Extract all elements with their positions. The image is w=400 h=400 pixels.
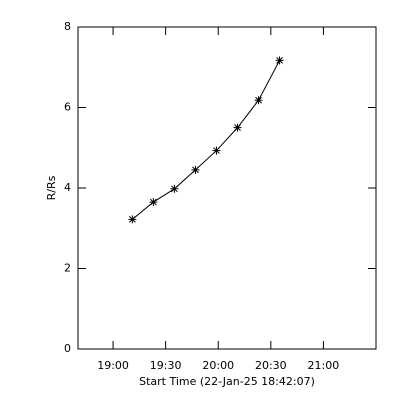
y-tick-label: 4 bbox=[64, 181, 71, 194]
point-marker bbox=[212, 146, 221, 155]
x-tick-label: 20:30 bbox=[255, 359, 287, 372]
x-tick-label: 21:00 bbox=[308, 359, 340, 372]
y-tick-label: 2 bbox=[64, 262, 71, 275]
y-tick-label: 8 bbox=[64, 20, 71, 33]
point-marker bbox=[170, 184, 179, 193]
point-marker bbox=[233, 123, 242, 132]
point-marker bbox=[275, 56, 284, 65]
plot-frame bbox=[77, 26, 377, 350]
point-marker bbox=[191, 165, 200, 174]
point-marker bbox=[128, 215, 137, 224]
point-marker bbox=[149, 198, 158, 207]
y-tick-label: 0 bbox=[64, 342, 71, 355]
fit-line bbox=[132, 60, 281, 220]
y-tick-label: 6 bbox=[64, 101, 71, 114]
x-tick-label: 20:00 bbox=[202, 359, 234, 372]
y-axis-label: R/Rs bbox=[45, 175, 58, 200]
x-axis-label: Start Time (22-Jan-25 18:42:07) bbox=[139, 375, 315, 388]
x-tick-label: 19:00 bbox=[97, 359, 129, 372]
point-marker bbox=[254, 96, 263, 105]
x-tick-label: 19:30 bbox=[150, 359, 182, 372]
